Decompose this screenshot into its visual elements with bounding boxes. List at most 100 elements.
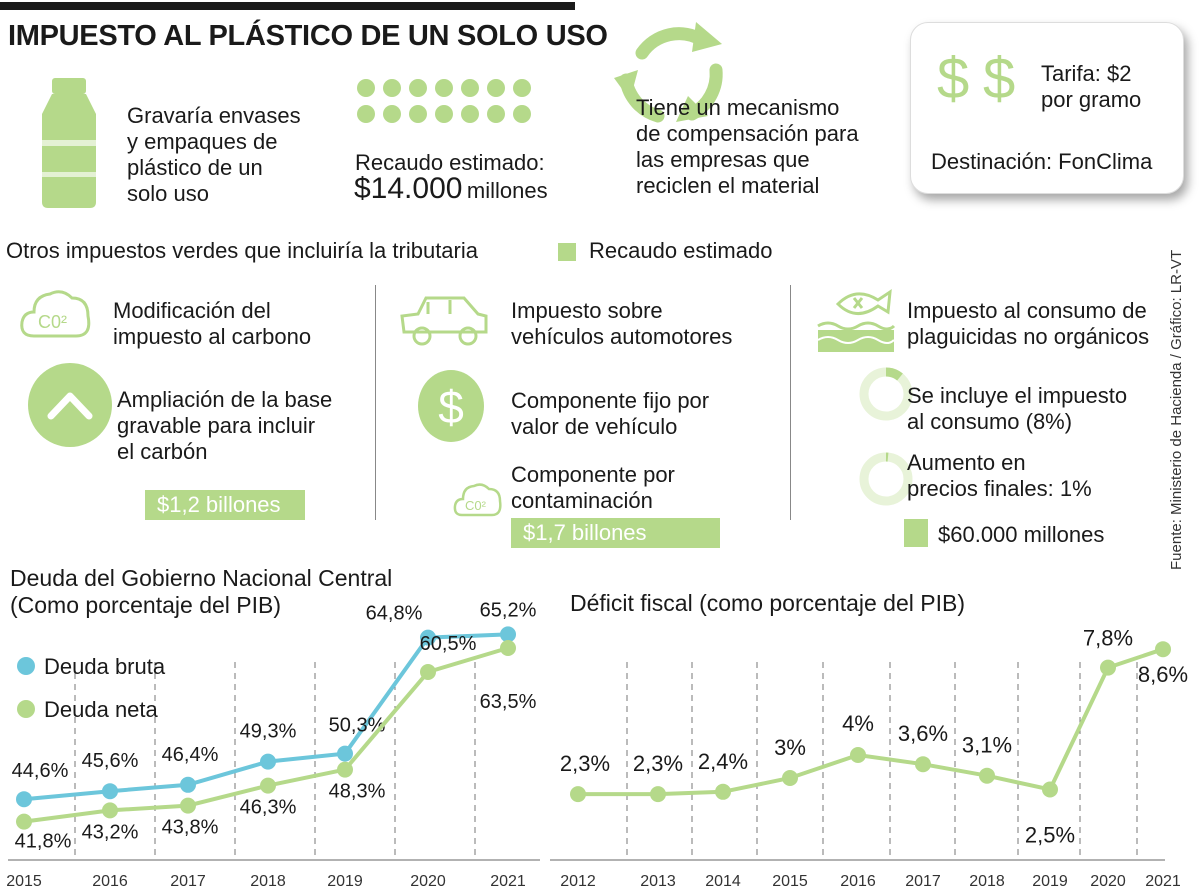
data-point: [260, 777, 276, 794]
x-tick-label: 2017: [905, 873, 941, 890]
data-point: [180, 797, 196, 814]
data-point: [1100, 659, 1116, 676]
data-label: 3%: [774, 735, 806, 760]
legend-swatch: [558, 243, 576, 261]
data-label: 64,8%: [366, 603, 423, 625]
source-credit: Fuente: Ministerio de Hacienda / Gráfico…: [1168, 249, 1185, 570]
pesticides-consumption: Se incluye el impuesto al consumo (8%): [907, 383, 1128, 434]
chevron-up-icon: [28, 363, 112, 447]
cloud-co2-icon: C0²: [20, 290, 91, 338]
others-heading: Otros impuestos verdes que incluiría la …: [6, 238, 478, 263]
revenue-amount: $14.000 millones: [354, 172, 548, 206]
data-point: [337, 761, 353, 778]
data-label: 43,2%: [82, 821, 139, 843]
title-bar: [0, 2, 575, 10]
data-point: [979, 767, 995, 784]
x-tick-label: 2020: [1090, 873, 1126, 890]
data-label: 2,4%: [698, 749, 748, 774]
data-point: [180, 776, 196, 793]
data-label: 8,6%: [1138, 662, 1188, 687]
revenue-label: Recaudo estimado:: [355, 150, 545, 175]
data-point: [102, 783, 118, 800]
x-tick-label: 2019: [1032, 873, 1068, 890]
bottle-icon: [42, 78, 96, 208]
data-point: [500, 626, 516, 643]
data-label: 43,8%: [162, 817, 219, 839]
legend-marker: [17, 700, 35, 718]
column-divider: [790, 285, 791, 520]
data-point: [420, 629, 436, 646]
revenue-unit: millones: [466, 178, 548, 203]
x-tick-label: 2016: [92, 873, 128, 890]
data-point: [650, 786, 666, 803]
x-tick-label: 2014: [705, 873, 741, 890]
pesticides-amount-swatch: [904, 519, 928, 547]
vehicles-fixed: Componente fijo por valor de vehículo: [511, 388, 710, 439]
data-point: [570, 786, 586, 803]
dots-icon: [357, 79, 531, 123]
data-label: 49,3%: [240, 721, 297, 743]
pesticides-amount: $60.000 millones: [938, 522, 1105, 547]
data-point: [715, 783, 731, 800]
data-label: 3,6%: [898, 721, 948, 746]
pesticides-title: Impuesto al consumo de plaguicidas no or…: [907, 298, 1150, 349]
data-label: 63,5%: [480, 691, 537, 713]
data-point: [16, 791, 32, 808]
x-tick-label: 2019: [327, 873, 363, 890]
data-label: 3,1%: [962, 733, 1012, 758]
x-tick-label: 2015: [772, 873, 808, 890]
legend-label: Deuda bruta: [44, 654, 166, 679]
debt-chart: Deuda bruta Deuda neta 44,6% 45,6% 46,4% 49,…: [6, 600, 540, 890]
data-label: 2,3%: [560, 751, 610, 776]
x-tick-label: 2013: [640, 873, 676, 890]
x-tick-label: 2021: [1145, 873, 1181, 890]
deficit-chart-title: Déficit fiscal (como porcentaje del PIB): [570, 590, 965, 616]
co2-label: C0²: [38, 312, 67, 332]
x-tick-label: 2016: [840, 873, 876, 890]
ring-1-percent-icon: [859, 452, 913, 506]
dollar-icon: $: [937, 46, 970, 111]
data-label: 2,3%: [633, 751, 683, 776]
vehicles-amount: $1,7 billones: [511, 518, 720, 548]
data-label: 65,2%: [480, 600, 537, 621]
data-point: [16, 813, 32, 830]
data-label: 48,3%: [329, 781, 386, 803]
carbon-amount: $1,2 billones: [145, 490, 305, 520]
cloud-co2-icon: C0²: [453, 483, 502, 517]
debt-chart-title: Deuda del Gobierno Nacional Central (Com…: [10, 565, 393, 618]
legend-label: Recaudo estimado: [589, 238, 773, 263]
data-point: [260, 753, 276, 770]
data-label: 2,5%: [1025, 823, 1075, 848]
coin-dollar-sign: $: [438, 381, 464, 433]
x-tick-label: 2017: [170, 873, 206, 890]
data-point: [102, 802, 118, 819]
vehicles-pollution: Componente por contaminación: [511, 462, 675, 513]
data-point: [915, 756, 931, 773]
compensation-text: Tiene un mecanismo de compensación para …: [636, 95, 859, 198]
car-icon: [400, 296, 488, 346]
rate-label: Tarifa: $2 por gramo: [1041, 61, 1142, 112]
data-label: 44,6%: [12, 760, 69, 782]
dollar-icon: $: [983, 46, 1016, 111]
x-tick-label: 2015: [6, 873, 42, 890]
co2-label: C0²: [465, 498, 487, 513]
x-tick-label: 2018: [969, 873, 1005, 890]
x-tick-label: 2020: [410, 873, 446, 890]
data-label: 41,8%: [15, 831, 72, 853]
pesticides-prices: Aumento en precios finales: 1%: [907, 450, 1092, 501]
page-title: IMPUESTO AL PLÁSTICO DE UN SOLO USO: [8, 20, 608, 52]
revenue-value: $14.000: [354, 172, 463, 205]
data-label: 46,4%: [162, 744, 219, 766]
data-label: 50,3%: [329, 715, 386, 737]
vehicles-title: Impuesto sobre vehículos automotores: [511, 298, 733, 349]
dollar-coin-icon: $: [418, 370, 484, 442]
data-label: 45,6%: [82, 750, 139, 772]
ring-8-percent-icon: [859, 367, 913, 421]
data-point: [1042, 781, 1058, 798]
rate-card: $ $ Tarifa: $2 por gramo Destinación: Fo…: [910, 22, 1184, 194]
data-point: [420, 664, 436, 680]
data-label: 60,5%: [420, 633, 477, 655]
data-point: [337, 745, 353, 762]
data-point: [1155, 641, 1171, 658]
column-divider: [375, 285, 376, 520]
